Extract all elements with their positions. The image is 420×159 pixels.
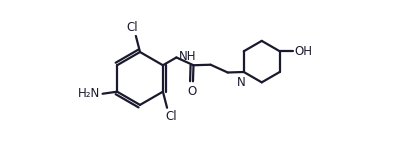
Text: Cl: Cl <box>126 21 137 34</box>
Text: NH: NH <box>179 50 197 63</box>
Text: H₂N: H₂N <box>78 87 100 100</box>
Text: N: N <box>237 76 246 89</box>
Text: OH: OH <box>294 45 312 58</box>
Text: O: O <box>187 85 197 98</box>
Text: Cl: Cl <box>165 110 177 123</box>
